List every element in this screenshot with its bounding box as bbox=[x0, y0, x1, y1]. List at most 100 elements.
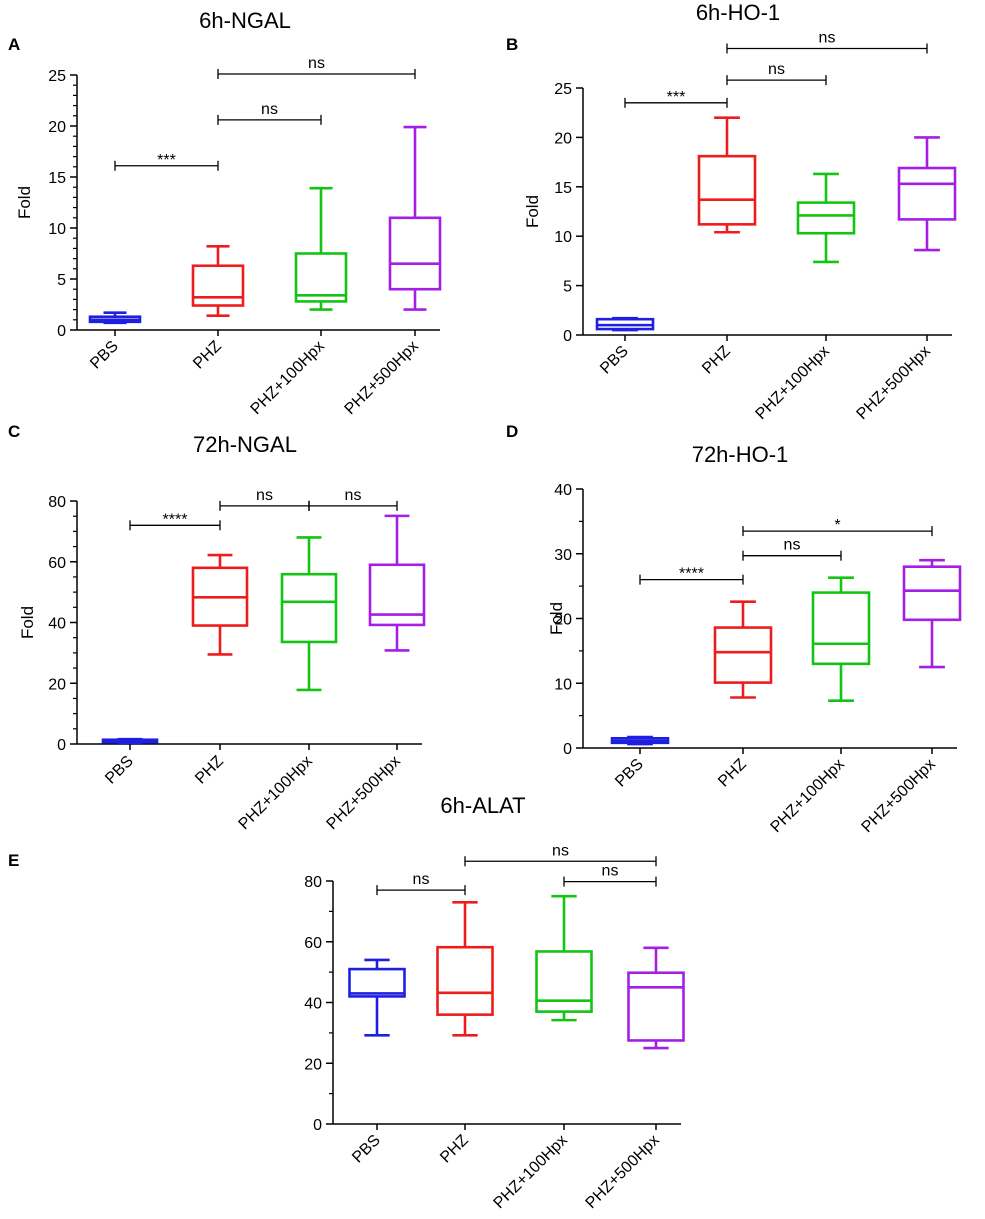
panel-e-category-label: PBS bbox=[349, 1132, 384, 1167]
panel-a-ytick-label: 10 bbox=[48, 221, 66, 238]
panel-e-significance-label: ns bbox=[413, 871, 430, 888]
panel-e-category-label: PHZ bbox=[437, 1132, 472, 1167]
panel-e-box bbox=[436, 900, 494, 1037]
panel-c-ytick-label: 60 bbox=[48, 555, 66, 572]
panel-e-significance-bracket bbox=[464, 856, 657, 867]
panel-a-significance-bracket bbox=[217, 68, 416, 79]
panel-c-ytick-label: 40 bbox=[48, 616, 66, 633]
panel-b-ylabel: Fold bbox=[523, 195, 542, 228]
panel-d-ylabel: Fold bbox=[547, 602, 566, 635]
panel-d-box bbox=[902, 558, 962, 669]
panel-a-label: A bbox=[8, 35, 20, 54]
panel-b-significance-label: *** bbox=[667, 89, 686, 106]
panel-d: D 72h-HO-1 Fold 0 10 20 30 40 PBS PHZ PHZ+100Hpx PH… bbox=[506, 422, 962, 836]
panel-c-category-label: PHZ+500Hpx bbox=[324, 753, 404, 833]
box-iqr bbox=[388, 216, 442, 291]
panel-d-significance-bracket bbox=[742, 550, 842, 561]
panel-b-significance-bracket bbox=[726, 75, 827, 86]
panel-e-label: E bbox=[8, 851, 19, 870]
panel-d-ytick-label: 20 bbox=[554, 612, 572, 629]
panel-a-significance-label: ns bbox=[308, 55, 325, 72]
panel-d-category-label: PHZ+500Hpx bbox=[859, 756, 939, 836]
panel-a-box bbox=[388, 125, 442, 311]
panel-a-category-label: PBS bbox=[87, 338, 122, 373]
panel-d-category-label: PHZ bbox=[715, 756, 750, 791]
box-iqr bbox=[713, 626, 773, 684]
box-iqr bbox=[897, 166, 957, 221]
panel-b-ytick-label: 15 bbox=[554, 180, 572, 197]
panel-c-significance-bracket bbox=[129, 520, 221, 531]
panel-a-significance-bracket bbox=[217, 114, 322, 125]
panel-b-ytick-label: 0 bbox=[563, 328, 572, 345]
box-iqr bbox=[348, 967, 406, 998]
panel-a-ytick-label: 5 bbox=[57, 272, 66, 289]
panel-d-significance-bracket bbox=[742, 526, 933, 537]
panel-d-box bbox=[610, 735, 670, 746]
box-iqr bbox=[191, 264, 245, 307]
panel-a-significance-label: *** bbox=[157, 152, 176, 169]
panel-a-ytick-label: 15 bbox=[48, 170, 66, 187]
panel-c-box bbox=[191, 553, 249, 656]
panel-c-ylabel: Fold bbox=[18, 606, 37, 639]
panel-a-significance-label: ns bbox=[261, 101, 278, 118]
panel-b: B 6h-HO-1 Fold 0 5 10 15 20 25 PBS PHZ PHZ+100Hpx PH… bbox=[506, 0, 957, 423]
panel-a-category-label: PHZ+500Hpx bbox=[342, 338, 422, 418]
panel-c-category-label: PHZ bbox=[192, 753, 227, 788]
box-iqr bbox=[697, 154, 757, 226]
panel-c-significance-label: ns bbox=[256, 487, 273, 504]
panel-b-significance-label: ns bbox=[768, 61, 785, 78]
panel-c-ytick-label: 0 bbox=[57, 737, 66, 754]
panel-c-ytick-label: 20 bbox=[48, 676, 66, 693]
box-iqr bbox=[280, 572, 338, 644]
panel-b-category-label: PHZ+100Hpx bbox=[753, 343, 833, 423]
box-iqr bbox=[627, 971, 685, 1042]
panel-c-box bbox=[101, 737, 159, 745]
panel-d-box bbox=[811, 576, 871, 703]
panel-d-significance-bracket bbox=[639, 574, 744, 585]
panel-a-ytick-label: 25 bbox=[48, 68, 66, 85]
box-iqr bbox=[902, 565, 962, 622]
panel-d-significance-label: **** bbox=[679, 566, 704, 583]
panel-b-ytick-label: 10 bbox=[554, 229, 572, 246]
panel-d-category-label: PBS bbox=[612, 756, 647, 791]
panel-b-category-label: PBS bbox=[597, 343, 632, 378]
panel-d-ytick-label: 0 bbox=[563, 741, 572, 758]
panel-e-ytick-label: 60 bbox=[304, 935, 322, 952]
panel-c-box bbox=[280, 536, 338, 692]
panel-b-ytick-label: 20 bbox=[554, 130, 572, 147]
panel-d-ytick-label: 40 bbox=[554, 482, 572, 499]
panel-d-significance-label: * bbox=[834, 517, 840, 534]
panel-a-ytick-label: 0 bbox=[57, 323, 66, 340]
panel-a: A 6h-NGAL Fold 0 5 10 15 20 25 PBS PHZ PHZ+100Hpx PH… bbox=[8, 8, 442, 418]
panel-b-title: 6h-HO-1 bbox=[696, 0, 780, 25]
panel-a-box bbox=[191, 245, 245, 318]
panel-c-significance-label: ns bbox=[345, 487, 362, 504]
panel-c-ytick-label: 80 bbox=[48, 494, 66, 511]
panel-b-box bbox=[595, 316, 655, 332]
box-iqr bbox=[294, 252, 348, 303]
panel-a-category-label: PHZ+100Hpx bbox=[248, 338, 328, 418]
panel-e-significance-label: ns bbox=[552, 842, 569, 859]
panel-e-box bbox=[535, 894, 593, 1022]
panel-c-category-label: PBS bbox=[102, 753, 137, 788]
panel-c-label: C bbox=[8, 422, 20, 441]
panel-e-significance-label: ns bbox=[602, 863, 619, 880]
panel-d-label: D bbox=[506, 422, 518, 441]
panel-b-ytick-label: 25 bbox=[554, 81, 572, 98]
box-iqr bbox=[796, 201, 856, 235]
panel-a-significance-bracket bbox=[114, 160, 219, 171]
panel-e-category-label: PHZ+100Hpx bbox=[491, 1132, 571, 1212]
panel-c: C 72h-NGAL Fold 0 20 40 60 80 PBS PHZ PHZ+100Hpx PH… bbox=[8, 422, 426, 833]
panel-b-category-label: PHZ+500Hpx bbox=[854, 343, 934, 423]
panel-c-significance-label: **** bbox=[163, 511, 188, 528]
panel-e-ytick-label: 80 bbox=[304, 874, 322, 891]
panel-b-box bbox=[796, 172, 856, 264]
panel-e-category-label: PHZ+500Hpx bbox=[583, 1132, 663, 1212]
panel-a-ylabel: Fold bbox=[15, 186, 34, 219]
panel-c-category-label: PHZ+100Hpx bbox=[236, 753, 316, 833]
panel-a-title: 6h-NGAL bbox=[199, 8, 291, 33]
panel-a-category-label: PHZ bbox=[190, 338, 225, 373]
panel-a-box bbox=[294, 186, 348, 311]
panel-c-title: 72h-NGAL bbox=[193, 432, 297, 457]
